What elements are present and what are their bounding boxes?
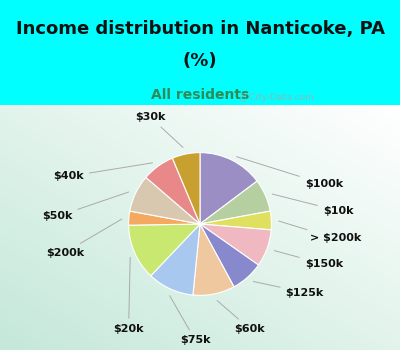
Text: $60k: $60k [217, 301, 265, 334]
Text: Income distribution in Nanticoke, PA: Income distribution in Nanticoke, PA [16, 20, 384, 38]
Text: $125k: $125k [253, 281, 324, 298]
Text: > $200k: > $200k [279, 221, 361, 243]
Wedge shape [146, 158, 200, 224]
Wedge shape [200, 211, 271, 230]
Text: All residents: All residents [151, 88, 249, 102]
Wedge shape [200, 224, 271, 265]
Text: $75k: $75k [170, 296, 210, 345]
Wedge shape [128, 211, 200, 225]
Text: $30k: $30k [135, 112, 183, 147]
Wedge shape [130, 177, 200, 224]
Text: $40k: $40k [53, 163, 152, 181]
Wedge shape [151, 224, 200, 295]
Wedge shape [200, 224, 258, 287]
Text: $200k: $200k [46, 219, 122, 258]
Text: $20k: $20k [113, 257, 144, 334]
Text: $100k: $100k [237, 157, 343, 189]
Text: $150k: $150k [274, 251, 343, 269]
Wedge shape [129, 224, 200, 276]
Text: ⓘ City-Data.com: ⓘ City-Data.com [241, 93, 314, 102]
Text: $50k: $50k [42, 192, 129, 222]
Wedge shape [193, 224, 234, 295]
Text: (%): (%) [183, 52, 217, 70]
Wedge shape [172, 153, 200, 224]
Wedge shape [200, 153, 257, 224]
Text: $10k: $10k [272, 194, 353, 216]
Wedge shape [200, 181, 270, 224]
